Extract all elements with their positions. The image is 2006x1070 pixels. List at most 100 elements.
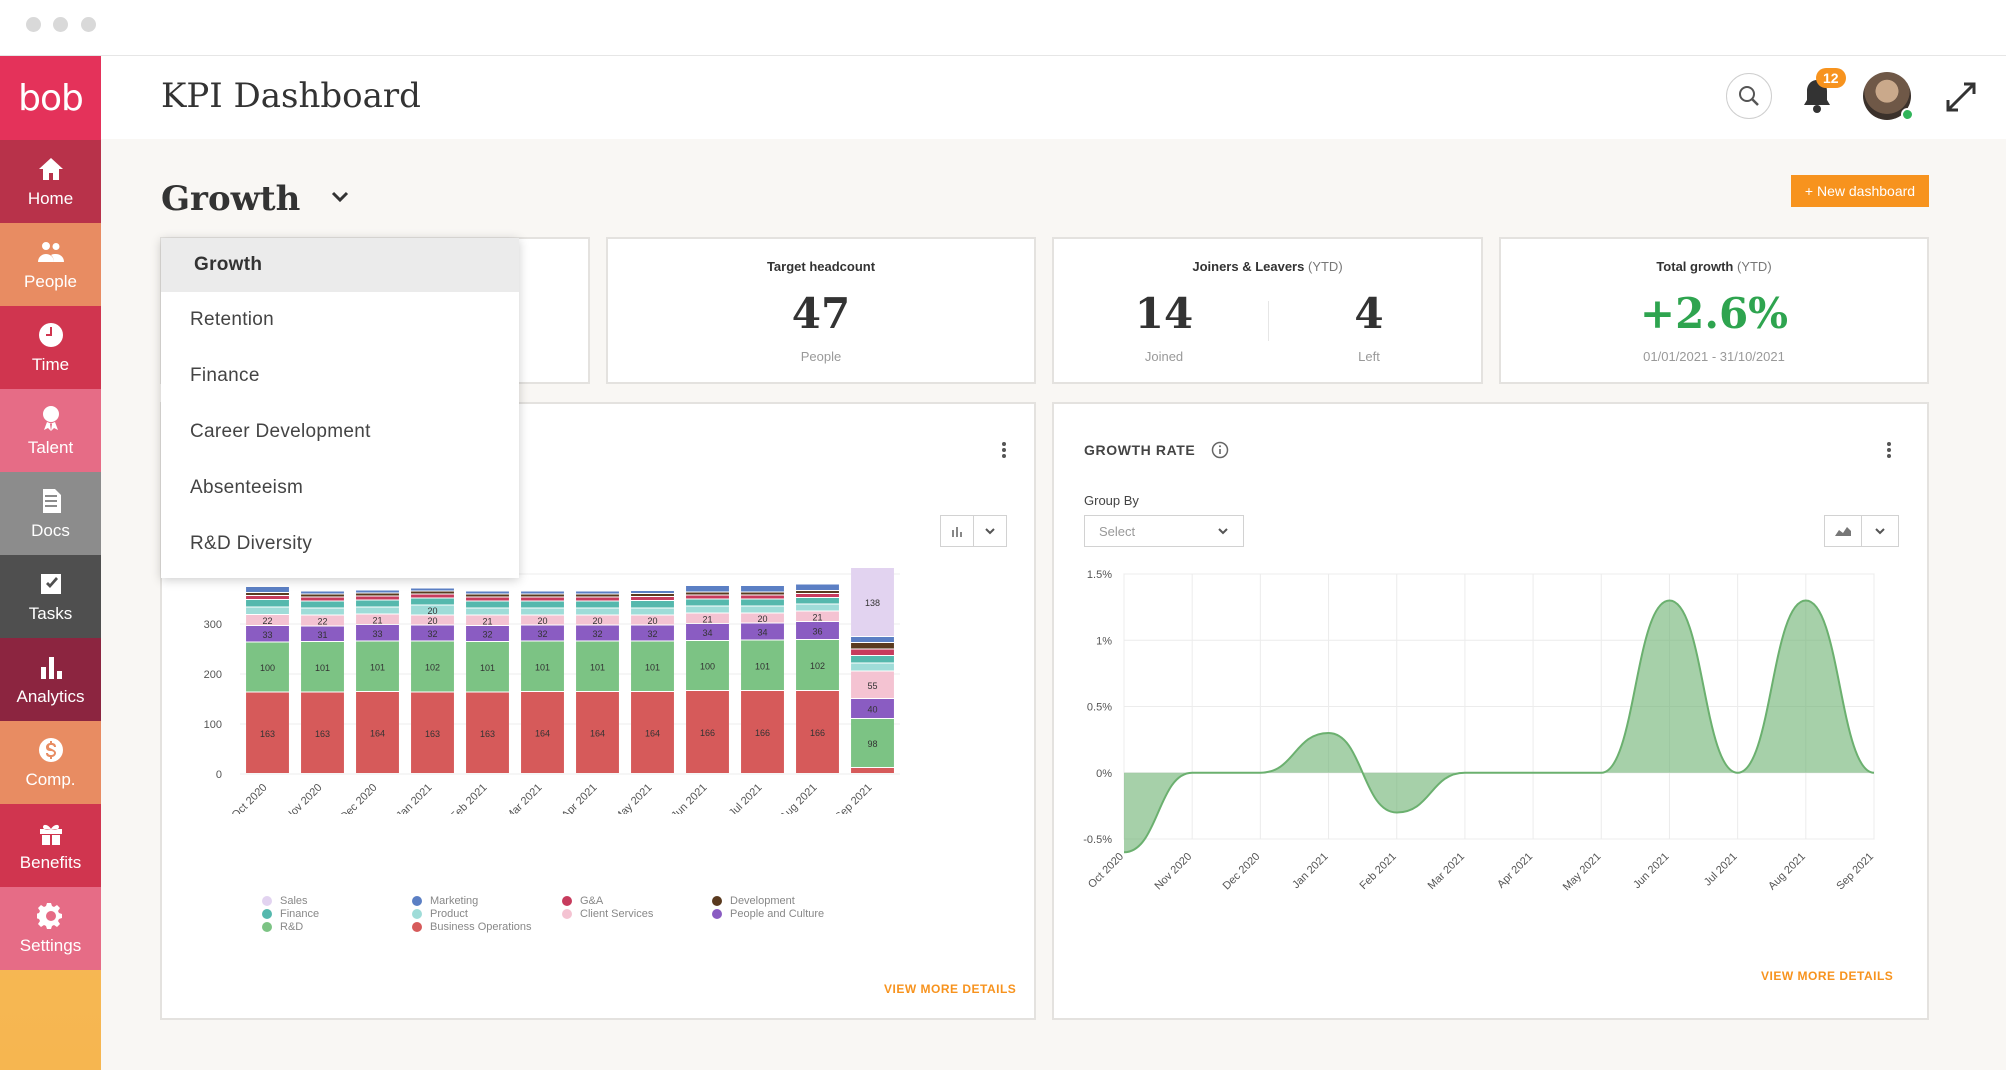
bar-segment[interactable]: [246, 593, 289, 595]
sidebar-item-people[interactable]: People: [0, 223, 101, 306]
sidebar-item-comp[interactable]: Comp.: [0, 721, 101, 804]
sidebar-item-time[interactable]: Time: [0, 306, 101, 389]
bar-segment[interactable]: [411, 605, 454, 615]
chart-type-dropdown[interactable]: [973, 515, 1007, 547]
menu-item-absenteeism[interactable]: Absenteeism: [190, 477, 304, 498]
menu-item-r-d-diversity[interactable]: R&D Diversity: [190, 533, 313, 554]
bar-segment[interactable]: [796, 640, 839, 690]
bar-segment[interactable]: [356, 692, 399, 773]
bar-segment[interactable]: [686, 592, 729, 595]
bar-segment[interactable]: [686, 624, 729, 640]
view-more-details-link[interactable]: VIEW MORE DETAILS: [884, 982, 1017, 996]
bar-segment[interactable]: [631, 625, 674, 641]
bar-segment[interactable]: [356, 607, 399, 614]
bar-segment[interactable]: [576, 591, 619, 594]
growth-rate-line[interactable]: [1123, 599, 1875, 854]
bar-segment[interactable]: [521, 601, 564, 608]
bar-segment[interactable]: [686, 613, 729, 624]
legend-entry[interactable]: R&D: [262, 920, 319, 933]
bar-segment[interactable]: [411, 615, 454, 625]
bar-segment[interactable]: [741, 623, 784, 640]
bar-segment[interactable]: [576, 692, 619, 773]
bar-segment[interactable]: [246, 587, 289, 592]
bar-segment[interactable]: [301, 591, 344, 594]
bar-segment[interactable]: [796, 622, 839, 639]
bar-segment[interactable]: [411, 588, 454, 591]
more-options-icon[interactable]: [1001, 440, 1007, 460]
chevron-down-icon[interactable]: [326, 183, 354, 211]
bar-segment[interactable]: [796, 691, 839, 773]
expand-icon[interactable]: [1944, 80, 1978, 114]
bar-segment[interactable]: [301, 594, 344, 597]
bar-segment[interactable]: [851, 643, 894, 649]
sidebar-item-talent[interactable]: Talent: [0, 389, 101, 472]
bar-segment[interactable]: [356, 596, 399, 600]
bar-segment[interactable]: [741, 640, 784, 691]
bar-segment[interactable]: [741, 595, 784, 599]
bar-segment[interactable]: [631, 594, 674, 596]
view-more-details-link[interactable]: VIEW MORE DETAILS: [1761, 969, 1894, 983]
bar-segment[interactable]: [686, 641, 729, 690]
bar-segment[interactable]: [851, 768, 894, 773]
bar-segment[interactable]: [466, 615, 509, 626]
bar-segment[interactable]: [356, 590, 399, 593]
bar-segment[interactable]: [301, 601, 344, 608]
bar-segment[interactable]: [741, 586, 784, 592]
bar-segment[interactable]: [796, 598, 839, 604]
legend-entry[interactable]: Marketing: [412, 894, 532, 907]
legend-entry[interactable]: Product: [412, 907, 532, 920]
bar-segment[interactable]: [796, 584, 839, 591]
bar-segment[interactable]: [411, 598, 454, 605]
bar-segment[interactable]: [521, 597, 564, 601]
window-dot-zoom[interactable]: [81, 17, 96, 32]
bar-segment[interactable]: [631, 692, 674, 773]
window-dot-close[interactable]: [26, 17, 41, 32]
bar-segment[interactable]: [411, 591, 454, 594]
bar-segment[interactable]: [796, 611, 839, 622]
bar-segment[interactable]: [576, 601, 619, 608]
bar-segment[interactable]: [796, 594, 839, 597]
bar-segment[interactable]: [796, 604, 839, 611]
bar-segment[interactable]: [631, 608, 674, 615]
bar-segment[interactable]: [851, 656, 894, 663]
legend-entry[interactable]: Client Services: [562, 907, 653, 920]
bar-segment[interactable]: [851, 663, 894, 671]
bar-segment[interactable]: [356, 593, 399, 596]
chart-type-button[interactable]: [940, 515, 974, 547]
bar-segment[interactable]: [411, 594, 454, 598]
bar-segment[interactable]: [466, 626, 509, 641]
new-dashboard-button[interactable]: + New dashboard: [1791, 175, 1929, 207]
bar-segment[interactable]: [686, 586, 729, 592]
bar-segment[interactable]: [741, 691, 784, 773]
bar-segment[interactable]: [576, 625, 619, 641]
menu-item-finance[interactable]: Finance: [190, 365, 260, 386]
sidebar-item-benefits[interactable]: Benefits: [0, 804, 101, 887]
bar-segment[interactable]: [301, 692, 344, 774]
bar-segment[interactable]: [466, 594, 509, 597]
chart-type-button[interactable]: [1824, 515, 1862, 547]
bar-segment[interactable]: [576, 608, 619, 615]
bar-segment[interactable]: [246, 615, 289, 625]
menu-item-career-development[interactable]: Career Development: [190, 421, 371, 442]
bar-segment[interactable]: [246, 692, 289, 774]
bar-segment[interactable]: [466, 692, 509, 774]
bar-segment[interactable]: [246, 626, 289, 642]
window-dot-minimize[interactable]: [53, 17, 68, 32]
bar-segment[interactable]: [851, 699, 894, 718]
bar-segment[interactable]: [411, 625, 454, 641]
bar-segment[interactable]: [246, 642, 289, 692]
group-by-select[interactable]: Select: [1084, 515, 1244, 547]
bar-segment[interactable]: [686, 691, 729, 773]
search-button[interactable]: [1726, 73, 1772, 119]
bar-segment[interactable]: [411, 641, 454, 692]
bar-segment[interactable]: [686, 606, 729, 613]
bar-segment[interactable]: [356, 614, 399, 625]
bar-segment[interactable]: [466, 591, 509, 594]
sidebar-item-home[interactable]: Home: [0, 140, 101, 223]
bar-segment[interactable]: [796, 591, 839, 593]
bar-segment[interactable]: [246, 600, 289, 607]
bar-segment[interactable]: [686, 595, 729, 599]
bar-segment[interactable]: [851, 649, 894, 656]
bar-segment[interactable]: [466, 608, 509, 615]
bar-segment[interactable]: [521, 615, 564, 625]
